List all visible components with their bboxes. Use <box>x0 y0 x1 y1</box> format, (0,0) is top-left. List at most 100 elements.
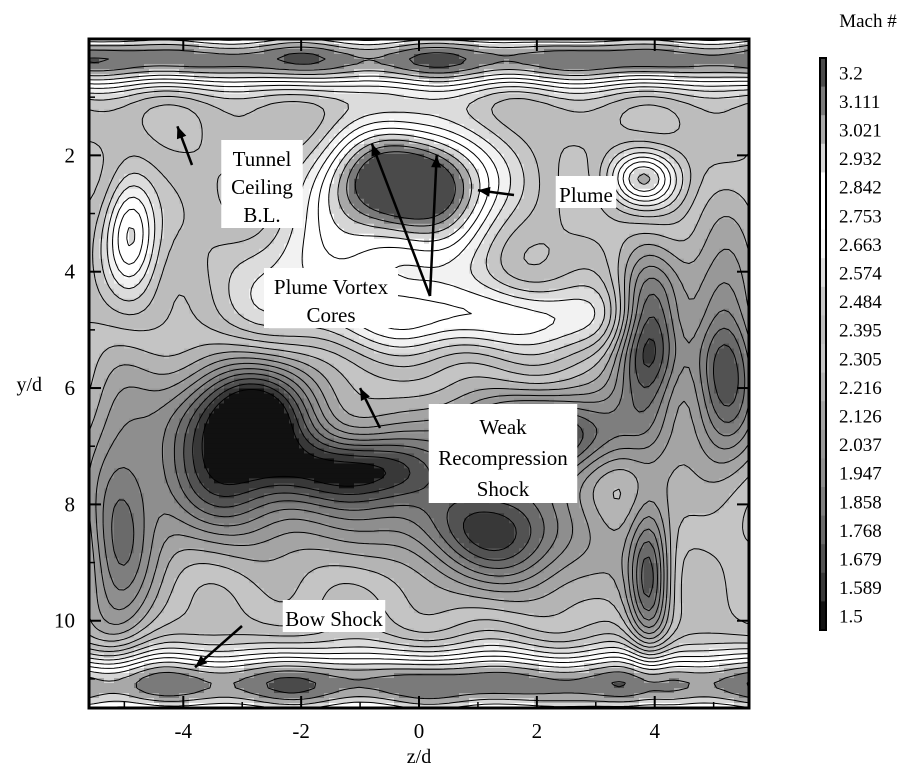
contour-cell <box>624 543 630 549</box>
contour-cell <box>89 148 105 155</box>
contour-cell <box>734 188 749 195</box>
annotation-box <box>282 600 386 632</box>
contour-cell <box>624 203 670 210</box>
contour-cell <box>109 283 125 290</box>
contour-cell <box>329 168 335 175</box>
contour-cell <box>609 378 615 385</box>
contour-cell <box>694 333 705 340</box>
contour-cell <box>584 643 625 649</box>
contour-cell <box>604 368 615 375</box>
contour-cell <box>134 648 150 654</box>
contour-cell <box>314 453 355 459</box>
contour-cell <box>619 298 625 305</box>
contour-cell <box>714 353 735 360</box>
contour-cell <box>154 183 175 190</box>
contour-cell <box>709 323 740 330</box>
contour-cell <box>184 463 195 469</box>
contour-cell <box>514 563 535 569</box>
contour-cell <box>474 233 485 240</box>
contour-cell <box>659 658 720 664</box>
contour-cell <box>294 413 305 420</box>
contour-cell <box>139 248 150 255</box>
contour-cell <box>604 313 610 320</box>
contour-cell <box>729 608 749 614</box>
contour-cell <box>314 568 370 574</box>
contour-cell <box>179 418 190 425</box>
contour-cell <box>489 193 500 200</box>
contour-cell <box>284 53 320 60</box>
contour-cell <box>679 218 700 225</box>
contour-cell <box>99 568 110 574</box>
contour-cell <box>319 368 340 375</box>
contour-cell <box>679 533 745 539</box>
contour-cell <box>674 548 690 554</box>
contour-cell <box>659 363 670 370</box>
contour-cell <box>599 388 615 395</box>
contour-cell <box>669 563 675 569</box>
contour-cell <box>94 413 110 420</box>
contour-cell <box>229 288 250 295</box>
contour-cell <box>679 613 735 619</box>
contour-cell <box>334 423 350 430</box>
contour-cell <box>444 328 485 335</box>
contour-cell <box>94 278 105 285</box>
colorbar-level-label: 1.768 <box>839 521 882 542</box>
contour-cell <box>404 588 450 594</box>
contour-cell <box>94 623 135 629</box>
contour-cell <box>334 143 345 150</box>
contour-cell <box>579 503 595 509</box>
contour-cell <box>104 378 185 385</box>
contour-cell <box>424 558 440 564</box>
x-tick-label: -4 <box>175 719 193 743</box>
contour-cell <box>89 263 95 270</box>
contour-cell <box>499 98 540 105</box>
contour-cell <box>559 168 590 175</box>
contour-cell <box>409 598 505 604</box>
contour-cell <box>734 313 745 320</box>
contour-cell <box>704 278 745 285</box>
contour-cell <box>719 478 745 484</box>
contour-cell <box>144 308 170 315</box>
contour-cell <box>354 68 385 75</box>
contour-cell <box>194 488 210 494</box>
contour-cell <box>464 208 475 215</box>
contour-cell <box>474 208 480 215</box>
contour-cell <box>329 408 345 415</box>
contour-cell <box>119 193 150 200</box>
contour-cell <box>659 598 665 604</box>
contour-cell <box>399 623 455 629</box>
contour-cell <box>119 558 130 564</box>
contour-cell <box>324 163 330 170</box>
contour-cell <box>639 623 645 629</box>
contour-cell <box>284 393 290 400</box>
contour-cell <box>184 438 195 444</box>
contour-cell <box>259 248 285 255</box>
contour-cell <box>459 198 470 205</box>
contour-cell <box>244 238 275 245</box>
contour-cell <box>424 153 440 160</box>
contour-cell <box>609 343 615 350</box>
contour-cell <box>309 438 320 444</box>
contour-cell <box>174 383 190 390</box>
contour-cell <box>579 493 595 499</box>
contour-cell <box>649 338 655 345</box>
contour-cell <box>669 373 680 380</box>
contour-cell <box>339 398 455 405</box>
contour-cell <box>739 258 749 265</box>
contour-cell <box>164 458 175 464</box>
contour-cell <box>449 608 505 614</box>
contour-cell <box>89 368 95 375</box>
contour-cell <box>674 573 685 579</box>
contour-cell <box>99 643 120 649</box>
contour-cell <box>744 278 749 285</box>
contour-cell <box>194 598 235 604</box>
contour-cell <box>89 173 100 180</box>
contour-cell <box>639 293 650 300</box>
contour-cell <box>629 343 635 350</box>
contour-cell <box>744 518 749 524</box>
colorbar-swatch <box>820 258 826 288</box>
contour-cell <box>484 238 495 245</box>
contour-cell <box>344 373 375 380</box>
contour-cell <box>504 573 535 579</box>
contour-cell <box>669 438 700 444</box>
